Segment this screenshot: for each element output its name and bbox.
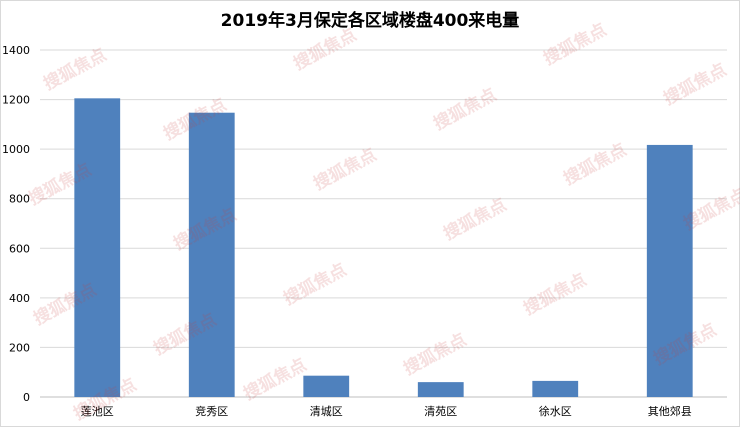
y-tick-label: 1400	[2, 44, 30, 57]
x-tick-label: 竞秀区	[195, 404, 228, 418]
y-tick-label: 1000	[2, 143, 30, 156]
x-tick-label: 清苑区	[424, 405, 457, 418]
x-tick-label: 其他郊县	[648, 405, 692, 418]
bar	[646, 144, 693, 397]
bar	[532, 380, 579, 397]
x-tick-label: 徐水区	[539, 404, 572, 418]
y-tick-label: 1200	[2, 94, 30, 107]
bar	[417, 382, 464, 397]
gridlines	[40, 49, 727, 398]
y-tick-label: 400	[9, 292, 30, 305]
y-tick-label: 600	[9, 242, 30, 255]
y-tick-label: 800	[9, 193, 30, 206]
x-axis-tick-labels: 莲池区 竞秀区 清城区 清苑区 徐水区 其他郊县	[81, 404, 692, 418]
bar	[303, 375, 350, 397]
y-axis-tick-labels: 0 200 400 600 800 1000 1200 1400	[2, 44, 30, 404]
y-tick-label: 0	[23, 391, 30, 404]
bars	[74, 98, 693, 397]
y-tick-label: 200	[9, 341, 30, 354]
x-tick-label: 莲池区	[81, 405, 114, 418]
bar	[74, 98, 121, 397]
x-tick-label: 清城区	[310, 405, 343, 418]
chart-title: 2019年3月保定各区域楼盘400来电量	[220, 11, 520, 31]
bar	[188, 112, 235, 397]
